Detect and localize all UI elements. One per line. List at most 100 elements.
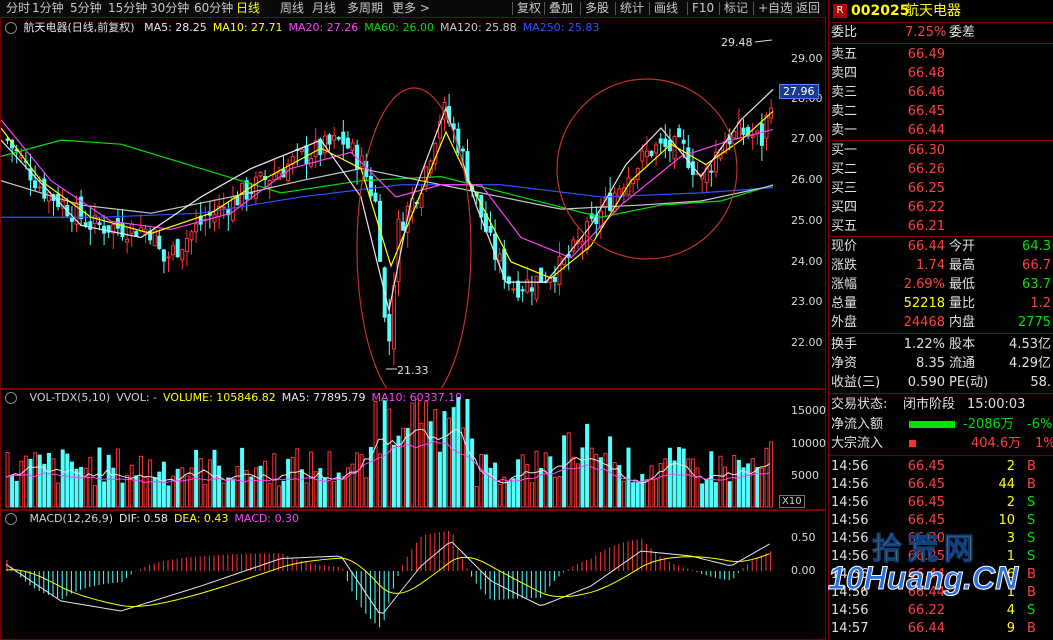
volume-bar bbox=[322, 477, 327, 508]
volume-bar bbox=[33, 452, 38, 508]
candle bbox=[345, 131, 350, 150]
candle bbox=[663, 124, 668, 159]
period-tab-0[interactable]: 分时 bbox=[6, 1, 31, 15]
toolbar-action-7[interactable]: +自选 bbox=[758, 1, 793, 15]
volume-bar bbox=[5, 452, 10, 508]
volume-bar bbox=[387, 408, 392, 508]
volume-bar bbox=[424, 401, 429, 508]
y-tick-label: 29.00 bbox=[791, 52, 823, 65]
candle bbox=[161, 249, 166, 274]
candle bbox=[69, 206, 74, 232]
period-tab-6[interactable]: 日线 bbox=[236, 1, 261, 15]
volume-bar bbox=[184, 475, 189, 508]
high-price-label: 29.48 bbox=[721, 36, 753, 49]
tick-row: 14:57 66.44 9 B bbox=[831, 621, 1036, 636]
candle bbox=[539, 267, 544, 283]
candle bbox=[479, 194, 484, 230]
volume-bar bbox=[396, 435, 401, 508]
watermark-logo: 拾荒网 10Huang.CN bbox=[827, 520, 1052, 610]
period-tab-10[interactable]: 更多 > bbox=[392, 1, 430, 15]
toolbar-action-3[interactable]: 统计 bbox=[620, 1, 645, 15]
macd-settings-icon[interactable] bbox=[5, 513, 17, 525]
stat2-row: 收益(三) 0.590 PE(动) 58. bbox=[831, 375, 1051, 390]
volume-bar bbox=[746, 463, 751, 508]
volume-bar bbox=[759, 467, 764, 508]
chart-settings-icon[interactable] bbox=[5, 22, 17, 34]
tick-row: 14:56 66.45 10 S bbox=[831, 513, 1036, 528]
stock-label: 航天电器(日线,前复权) bbox=[23, 21, 135, 34]
candle bbox=[184, 229, 189, 267]
volume-bar bbox=[249, 476, 254, 508]
toolbar-action-8[interactable]: 返回 bbox=[796, 1, 821, 15]
toolbar-action-0[interactable]: 复权 bbox=[517, 1, 542, 15]
macd-plot[interactable] bbox=[1, 511, 825, 639]
candle bbox=[520, 285, 525, 303]
ask-row: 卖四 66.48 bbox=[831, 66, 945, 81]
volume-bar bbox=[520, 454, 525, 508]
volume-bar bbox=[658, 462, 663, 508]
volume-bar bbox=[686, 458, 691, 508]
toolbar-action-4[interactable]: 画线 bbox=[654, 1, 679, 15]
volume-bar bbox=[143, 476, 148, 508]
volume-bar bbox=[741, 467, 746, 508]
legend-item-3: MA5: 77895.79 bbox=[281, 391, 366, 404]
candle bbox=[272, 159, 277, 182]
volume-bar bbox=[663, 458, 668, 508]
kline-pane[interactable]: 航天电器(日线,前复权) MA5: 28.25 MA10: 27.71 MA20: … bbox=[0, 17, 826, 389]
period-tab-4[interactable]: 30分钟 bbox=[150, 1, 190, 15]
net-inflow-row: 净流入额 -2086万 -6% bbox=[831, 417, 1053, 432]
toolbar-action-5[interactable]: F10 bbox=[692, 1, 715, 15]
stat-row: 总量 52218 量比 1.2 bbox=[831, 296, 1051, 311]
volume-pane[interactable]: VOL-TDX(5,10) VVOL: - VOLUME: 105846.82 MA5… bbox=[0, 389, 826, 510]
legend-item-4: MA10: 60337.19 bbox=[371, 391, 463, 404]
ask-row: 卖五 66.49 bbox=[831, 47, 945, 62]
bid-row: 买四 66.22 bbox=[831, 200, 945, 215]
volume-bar bbox=[240, 447, 245, 508]
volume-bar bbox=[474, 486, 479, 508]
candle bbox=[74, 195, 79, 233]
candle bbox=[534, 275, 539, 303]
candle bbox=[631, 178, 636, 194]
volume-bar bbox=[700, 483, 705, 508]
volume-bar bbox=[125, 474, 130, 508]
kline-plot[interactable] bbox=[1, 18, 825, 388]
volume-bar bbox=[713, 482, 718, 508]
toolbar-action-1[interactable]: 叠加 bbox=[549, 1, 574, 15]
volume-bar bbox=[74, 468, 79, 508]
volume-bar bbox=[23, 455, 28, 508]
dif-line bbox=[5, 541, 770, 614]
volume-bar bbox=[594, 453, 599, 508]
volume-unit: X10 bbox=[779, 495, 805, 508]
period-tab-1[interactable]: 1分钟 bbox=[32, 1, 64, 15]
volume-plot[interactable] bbox=[1, 390, 825, 509]
volume-bar bbox=[46, 452, 51, 508]
candle bbox=[575, 227, 580, 249]
period-tab-2[interactable]: 5分钟 bbox=[70, 1, 102, 15]
toolbar-action-6[interactable]: 标记 bbox=[724, 1, 749, 15]
stat2-row: 换手 1.22% 股本 4.53亿 bbox=[831, 337, 1051, 352]
period-tab-8[interactable]: 月线 bbox=[312, 1, 337, 15]
volume-bar bbox=[65, 453, 70, 508]
volume-bar bbox=[465, 398, 470, 508]
volume-settings-icon[interactable] bbox=[5, 392, 17, 404]
candle bbox=[120, 208, 125, 241]
volume-bar bbox=[603, 453, 608, 508]
dea-line bbox=[5, 553, 770, 607]
period-tab-9[interactable]: 多周期 bbox=[347, 1, 384, 15]
candle bbox=[203, 206, 208, 236]
volume-bar bbox=[718, 455, 723, 508]
period-tab-7[interactable]: 周线 bbox=[280, 1, 305, 15]
macd-pane[interactable]: MACD(12,26,9) DIF: 0.58 DEA: 0.43 MACD: 0.3… bbox=[0, 510, 826, 640]
period-tab-3[interactable]: 15分钟 bbox=[108, 1, 148, 15]
volume-bar bbox=[129, 464, 134, 508]
toolbar-action-2[interactable]: 多股 bbox=[585, 1, 610, 15]
volume-bar bbox=[511, 478, 516, 508]
volume-bar bbox=[617, 464, 622, 508]
candle bbox=[755, 129, 760, 145]
period-tab-5[interactable]: 60分钟 bbox=[194, 1, 234, 15]
candle bbox=[258, 171, 263, 179]
volume-bar bbox=[447, 417, 452, 508]
y-tick-label: 23.00 bbox=[791, 295, 823, 308]
legend-item-1: VVOL: - bbox=[116, 391, 158, 404]
volume-bar bbox=[281, 480, 286, 508]
